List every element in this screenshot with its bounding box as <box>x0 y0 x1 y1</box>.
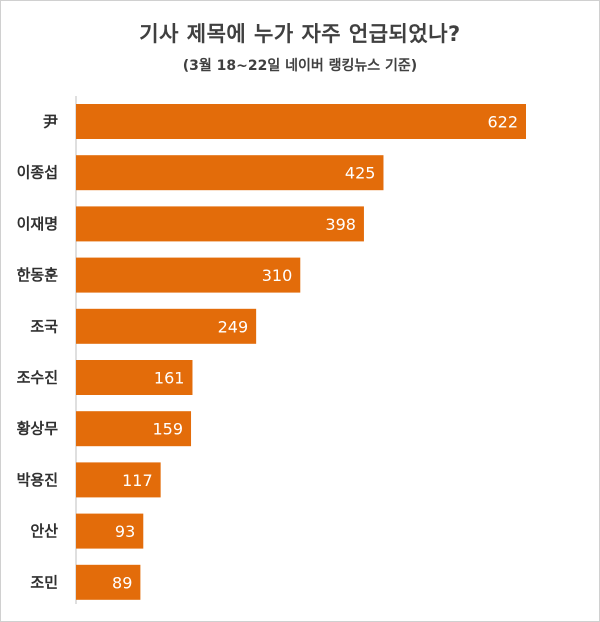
bar <box>76 308 257 344</box>
bar <box>76 462 161 498</box>
bar <box>76 104 526 139</box>
category-label: 조수진 <box>17 369 58 387</box>
value-label: 89 <box>112 573 132 592</box>
bar <box>76 257 301 293</box>
value-label: 398 <box>325 215 356 234</box>
value-label: 117 <box>122 471 153 490</box>
value-label: 159 <box>152 420 183 439</box>
value-label: 93 <box>115 522 135 541</box>
value-label: 310 <box>262 266 293 285</box>
bar <box>76 411 192 447</box>
category-label: 조민 <box>30 573 58 591</box>
category-label: 이종섭 <box>17 164 58 182</box>
bars-group: 尹 622 이종섭 425 이재명 398 한동훈 310 조국 249 조수진 161 황상무 159 박… <box>17 104 526 600</box>
value-label: 425 <box>345 164 376 183</box>
value-label: 622 <box>487 113 518 132</box>
chart-title: 기사 제목에 누가 자주 언급되었나? <box>139 22 461 46</box>
bar <box>76 360 193 395</box>
bar <box>76 206 364 242</box>
category-label: 尹 <box>43 113 58 131</box>
category-label: 안산 <box>30 522 58 540</box>
bar <box>76 513 144 549</box>
value-label: 161 <box>154 369 185 388</box>
bar <box>76 155 384 191</box>
bar <box>76 564 141 600</box>
category-label: 황상무 <box>17 420 59 438</box>
category-label: 한동훈 <box>17 266 59 284</box>
chart-subtitle: (3월 18~22일 네이버 랭킹뉴스 기준) <box>182 58 418 74</box>
category-label: 이재명 <box>17 215 58 233</box>
value-label: 249 <box>218 317 249 336</box>
category-label: 박용진 <box>17 471 58 489</box>
category-label: 조국 <box>30 317 58 335</box>
